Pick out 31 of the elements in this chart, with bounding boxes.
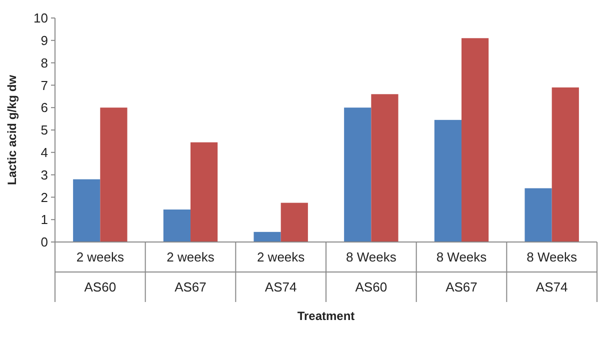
x-tick-label: 2 weeks AS67	[166, 250, 215, 295]
bar	[280, 202, 308, 242]
bar	[524, 188, 552, 242]
x-axis-title: Treatment	[297, 309, 355, 323]
x-tick-label: 2 weeks AS74	[256, 250, 306, 295]
bar	[434, 120, 462, 242]
bar	[552, 87, 579, 242]
y-tick-label: 5	[40, 122, 48, 138]
bar	[163, 210, 190, 242]
bar	[254, 232, 281, 242]
bar	[100, 108, 128, 242]
bar	[190, 142, 218, 242]
y-tick-label: 7	[40, 78, 48, 93]
y-tick-label: 4	[40, 144, 48, 160]
bar	[73, 179, 100, 242]
x-tick-label: 8 Weeks AS60	[346, 250, 397, 295]
y-tick-label: 8	[40, 55, 48, 70]
x-tick-label: 8 Weeks AS67	[436, 250, 488, 295]
y-tick-label: 6	[40, 100, 48, 116]
y-tick-label: 3	[40, 167, 48, 182]
y-tick-label: 0	[40, 234, 48, 250]
bar	[344, 108, 372, 242]
bar	[371, 94, 398, 242]
y-tick-label: 1	[40, 212, 48, 228]
x-tick-label: 8 Weeks AS74	[526, 250, 578, 295]
y-tick-label: 10	[34, 10, 48, 26]
bar	[462, 38, 489, 242]
x-tick-label: 2 weeks AS60	[76, 250, 125, 295]
y-axis-title: Lactic acid g/kg dw	[5, 74, 19, 186]
y-tick-label: 9	[40, 32, 48, 48]
y-tick-label: 2	[40, 190, 48, 205]
